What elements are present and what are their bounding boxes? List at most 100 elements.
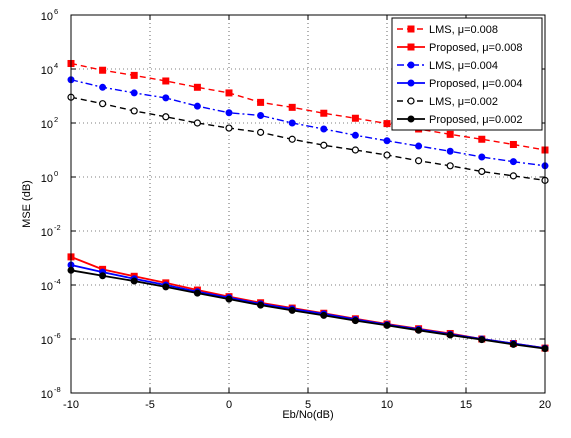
data-point: [446, 130, 454, 138]
data-point: [415, 157, 423, 165]
legend-item: Proposed, μ=0.004: [397, 78, 523, 90]
y-tick-label: 10: [41, 281, 53, 293]
series-line: [70, 269, 546, 350]
data-point: [162, 77, 170, 85]
series-line: [70, 96, 546, 182]
y-axis-label: MSE (dB): [21, 180, 33, 228]
data-point: [193, 289, 201, 297]
data-point: [99, 83, 107, 91]
data-point: [351, 146, 359, 154]
legend-label: LMS, μ=0.002: [429, 96, 498, 108]
y-tick-label: 10: [41, 227, 53, 239]
data-point: [288, 119, 296, 127]
y-tick-exponent: -6: [54, 331, 61, 340]
data-point: [162, 283, 170, 291]
data-point: [509, 340, 517, 348]
series-line: [70, 79, 546, 167]
data-point: [288, 135, 296, 143]
data-point: [509, 172, 518, 180]
y-tick-label: 10: [41, 389, 53, 401]
y-tick-label: 10: [41, 335, 53, 347]
legend-label: LMS, μ=0.008: [429, 24, 498, 36]
legend-label: Proposed, μ=0.002: [429, 114, 523, 126]
grid: [71, 15, 545, 393]
y-tick-exponent: -8: [54, 385, 61, 394]
data-point: [509, 158, 517, 166]
legend-box: [391, 17, 543, 131]
data-point: [288, 103, 296, 111]
data-point: [509, 140, 517, 148]
data-point: [257, 128, 265, 136]
data-point: [225, 89, 233, 97]
legend-item: Proposed, μ=0.008: [397, 42, 523, 54]
data-point: [320, 109, 328, 117]
data-point: [225, 124, 233, 132]
data-point: [257, 98, 265, 106]
series-line: [70, 62, 546, 151]
y-tick-exponent: -2: [54, 223, 61, 232]
data-point: [130, 277, 138, 285]
data-point: [446, 162, 454, 170]
data-point: [351, 114, 359, 122]
data-point: [162, 94, 170, 102]
data-point: [351, 317, 359, 325]
data-point: [99, 272, 107, 280]
data-point: [383, 321, 391, 329]
legend-marker: [407, 97, 415, 105]
data-point: [225, 109, 233, 117]
data-point: [193, 119, 201, 127]
y-tick-exponent: 0: [54, 169, 58, 178]
data-point: [415, 326, 423, 334]
data-point: [415, 142, 423, 150]
data-point: [288, 306, 296, 314]
legend-marker: [407, 25, 415, 33]
series-3: [67, 76, 549, 170]
data-point: [478, 153, 486, 161]
legend-label: Proposed, μ=0.008: [429, 42, 523, 54]
data-point: [446, 147, 454, 155]
legend-marker: [407, 43, 415, 51]
legend-label: Proposed, μ=0.004: [429, 78, 523, 90]
data-point: [130, 107, 138, 115]
y-tick-label: 10: [41, 173, 53, 185]
legend-item: LMS, μ=0.002: [397, 96, 498, 108]
legend-label: LMS, μ=0.004: [429, 60, 498, 72]
x-tick-label: 20: [539, 399, 551, 411]
x-tick-label: -10: [63, 399, 79, 411]
x-axis-label: Eb/No(dB): [282, 409, 333, 421]
legend-marker: [407, 61, 415, 69]
data-point: [225, 295, 233, 303]
data-point: [478, 336, 486, 344]
data-point: [383, 137, 391, 145]
legend-item: LMS, μ=0.008: [397, 24, 498, 36]
y-tick-label: 10: [41, 11, 53, 23]
data-point: [446, 331, 454, 339]
legend-item: Proposed, μ=0.002: [397, 114, 523, 126]
data-point: [98, 100, 107, 108]
data-point: [130, 71, 138, 79]
legend-marker: [407, 115, 415, 123]
data-point: [99, 66, 107, 74]
y-tick-label: 10: [41, 119, 53, 131]
data-point: [351, 131, 359, 139]
y-tick-exponent: 6: [54, 7, 58, 16]
legend: LMS, μ=0.008 Proposed, μ=0.008 LMS, μ=0.00…: [391, 17, 543, 131]
data-point: [383, 151, 391, 159]
y-tick-exponent: 4: [54, 61, 58, 70]
data-point: [320, 125, 328, 133]
x-tick-label: 15: [460, 399, 472, 411]
data-point: [383, 120, 391, 128]
x-tick-label: 10: [381, 399, 393, 411]
data-point: [257, 301, 265, 309]
legend-item: LMS, μ=0.004: [397, 60, 498, 72]
x-tick-label: -5: [145, 399, 155, 411]
data-point: [320, 141, 328, 149]
data-point: [478, 167, 486, 176]
y-tick-exponent: 2: [54, 115, 58, 124]
data-point: [320, 311, 328, 319]
data-point: [257, 111, 265, 119]
x-tick-label: 0: [226, 399, 232, 411]
data-point: [478, 135, 486, 143]
